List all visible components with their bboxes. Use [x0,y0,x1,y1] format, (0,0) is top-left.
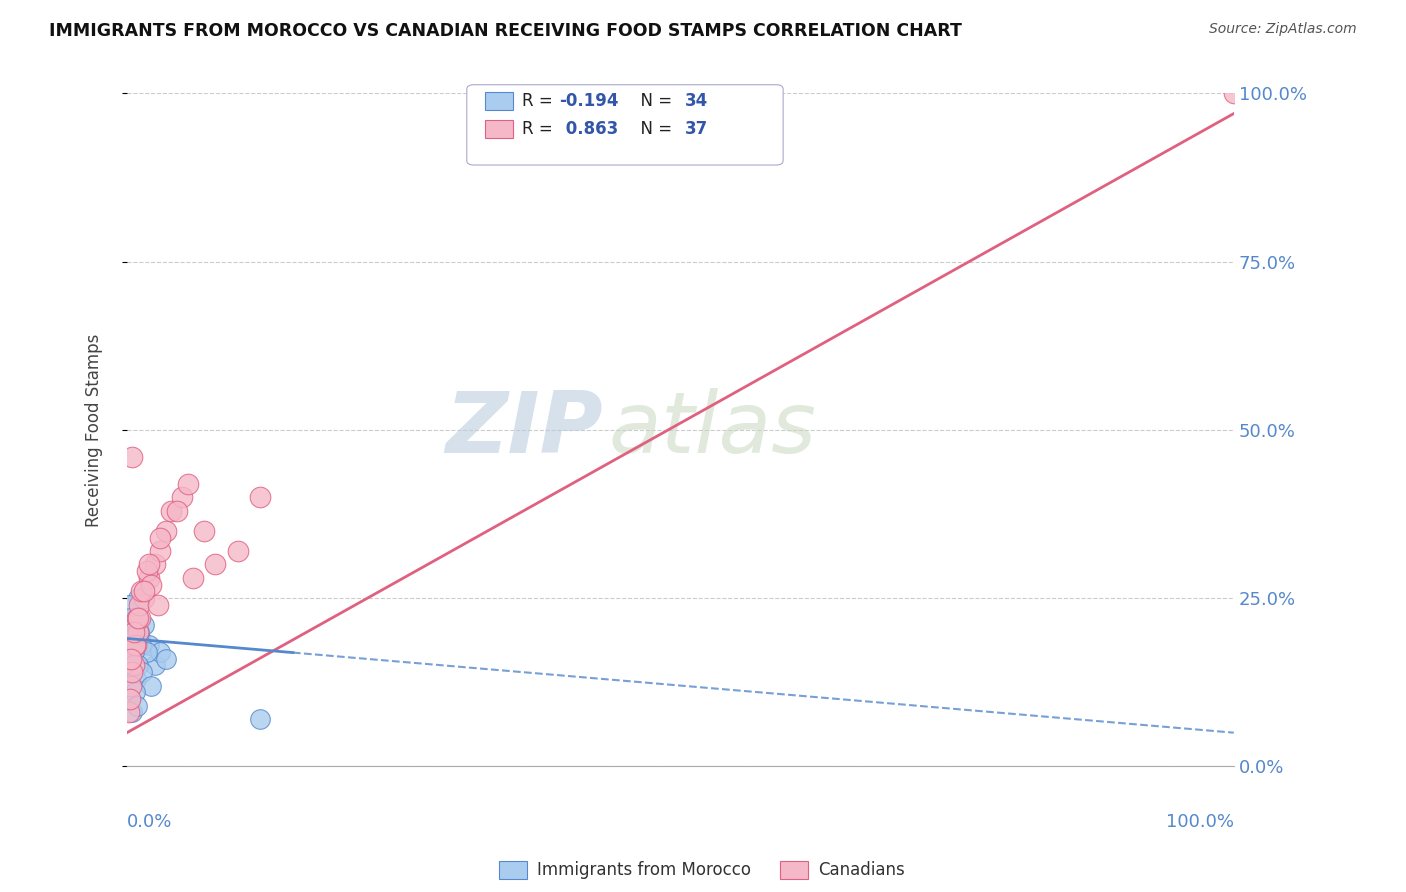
Point [249,712,271,726]
Point [121,611,143,625]
Point [120,611,142,625]
Point [193,524,215,538]
Text: atlas: atlas [609,388,817,471]
Point [122,624,145,639]
Point [143,558,166,572]
Point [125,638,148,652]
Point [226,544,249,558]
Point [138,558,160,572]
Text: Canadians: Canadians [818,861,905,879]
Point [127,591,149,605]
Point [132,584,155,599]
Point [128,598,150,612]
Point [129,638,152,652]
Point [131,665,153,679]
Point [160,503,183,517]
Point [172,490,194,504]
Point [122,658,145,673]
Point [127,624,149,639]
Point [138,571,160,585]
Text: N =: N = [630,120,678,138]
Text: 0.863: 0.863 [560,120,617,138]
Point [118,598,141,612]
Point [204,558,226,572]
Point [149,645,172,659]
Point [149,544,172,558]
Point [120,651,142,665]
Point [122,638,145,652]
Point [141,577,163,591]
Text: Source: ZipAtlas.com: Source: ZipAtlas.com [1209,22,1357,37]
Point [177,476,200,491]
Text: R =: R = [522,120,558,138]
Text: 100.0%: 100.0% [1166,814,1234,831]
Point [155,651,177,665]
Text: 37: 37 [685,120,709,138]
Point [135,564,157,578]
Point [125,698,148,713]
Point [127,611,149,625]
Point [121,665,143,679]
Point [166,503,188,517]
Point [120,651,142,665]
Point [146,598,169,612]
Point [118,706,141,720]
Point [249,490,271,504]
Point [120,638,142,652]
Point [181,571,204,585]
Point [135,645,157,659]
Point [125,611,148,625]
Text: 0.0%: 0.0% [127,814,173,831]
Point [125,672,148,686]
Point [129,584,152,599]
Point [120,692,142,706]
Point [120,679,142,693]
Text: -0.194: -0.194 [560,92,619,110]
Point [141,679,163,693]
Point [155,524,177,538]
Text: ZIP: ZIP [446,388,603,471]
Point [121,450,143,464]
Text: 34: 34 [685,92,709,110]
Point [125,624,148,639]
Point [132,618,155,632]
Text: IMMIGRANTS FROM MOROCCO VS CANADIAN RECEIVING FOOD STAMPS CORRELATION CHART: IMMIGRANTS FROM MOROCCO VS CANADIAN RECE… [49,22,962,40]
Text: N =: N = [630,92,678,110]
Point [132,591,155,605]
Point [129,611,152,625]
Point [143,658,166,673]
Text: R =: R = [522,92,558,110]
Point [128,624,150,639]
Point [120,692,142,706]
Point [121,632,143,646]
Point [129,632,152,646]
Point [121,706,143,720]
Point [120,679,142,693]
Point [124,685,146,699]
Y-axis label: Receiving Food Stamps: Receiving Food Stamps [86,333,103,526]
Point [120,624,142,639]
Point [118,658,141,673]
Point [127,658,149,673]
Point [124,618,146,632]
Point [122,645,145,659]
Point [1223,87,1246,101]
Point [149,531,172,545]
Point [120,665,142,679]
Point [124,638,146,652]
Text: Immigrants from Morocco: Immigrants from Morocco [537,861,751,879]
Point [138,638,160,652]
Point [125,611,148,625]
